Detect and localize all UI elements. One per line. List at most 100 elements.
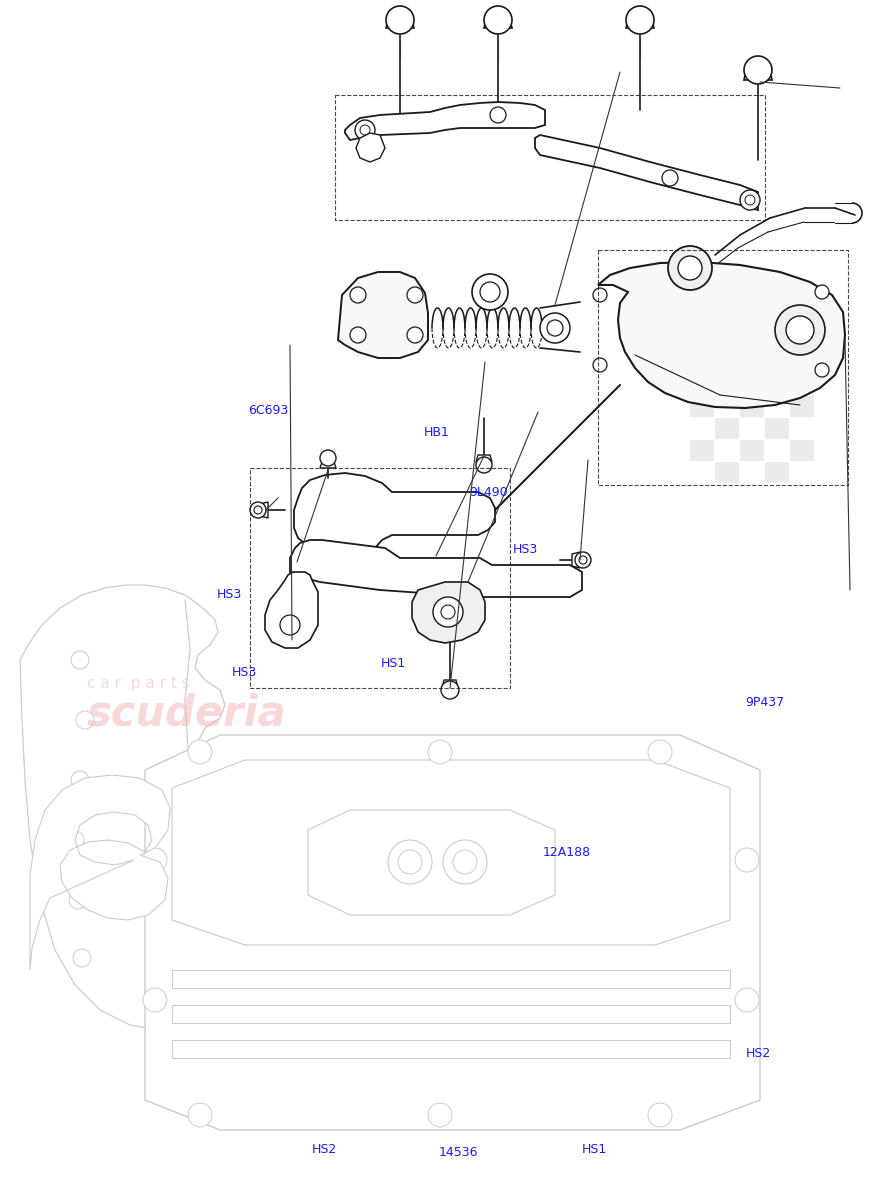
Polygon shape [386, 20, 414, 28]
Circle shape [480, 282, 500, 302]
Text: HS3: HS3 [232, 666, 257, 678]
Text: scuderia: scuderia [87, 692, 287, 734]
Circle shape [71, 650, 89, 670]
Circle shape [66, 830, 84, 850]
Polygon shape [572, 552, 580, 568]
Polygon shape [345, 102, 545, 140]
Bar [715, 462, 739, 482]
Text: HS1: HS1 [582, 1144, 607, 1156]
Circle shape [443, 840, 487, 884]
Circle shape [490, 107, 506, 122]
Circle shape [648, 740, 672, 764]
Circle shape [735, 988, 759, 1012]
Text: HS2: HS2 [312, 1144, 337, 1156]
Circle shape [441, 680, 459, 698]
Polygon shape [412, 582, 485, 643]
Polygon shape [30, 775, 170, 970]
Circle shape [71, 770, 89, 790]
Circle shape [280, 614, 300, 635]
Circle shape [815, 284, 829, 299]
Circle shape [388, 840, 432, 884]
Circle shape [386, 6, 414, 34]
Polygon shape [338, 272, 428, 358]
Circle shape [678, 256, 702, 280]
Circle shape [350, 326, 366, 343]
Circle shape [815, 362, 829, 377]
Circle shape [188, 1103, 212, 1127]
Circle shape [662, 170, 678, 186]
Polygon shape [290, 540, 582, 596]
Circle shape [428, 740, 452, 764]
Polygon shape [484, 20, 512, 28]
Text: HS1: HS1 [381, 658, 406, 670]
Polygon shape [260, 502, 268, 518]
Polygon shape [172, 1040, 730, 1058]
Polygon shape [308, 810, 555, 914]
Bar [790, 440, 814, 461]
Circle shape [76, 710, 94, 728]
Circle shape [407, 326, 423, 343]
Circle shape [735, 848, 759, 872]
Circle shape [579, 556, 587, 564]
Circle shape [745, 194, 755, 205]
Text: HS3: HS3 [513, 544, 538, 556]
Bar [690, 440, 714, 461]
Text: HB1: HB1 [424, 426, 450, 438]
Polygon shape [172, 760, 730, 946]
Circle shape [453, 850, 477, 874]
Circle shape [355, 120, 375, 140]
Polygon shape [442, 680, 458, 688]
Text: 14536: 14536 [438, 1146, 478, 1158]
Polygon shape [145, 734, 760, 1130]
Polygon shape [744, 70, 772, 80]
Polygon shape [626, 20, 654, 28]
Bar [765, 418, 789, 439]
Text: 12A188: 12A188 [543, 846, 591, 858]
Circle shape [428, 1103, 452, 1127]
Polygon shape [172, 1006, 730, 1022]
Circle shape [540, 313, 570, 343]
Circle shape [254, 506, 262, 514]
Polygon shape [320, 462, 336, 468]
Circle shape [593, 288, 607, 302]
Circle shape [398, 850, 422, 874]
Circle shape [593, 358, 607, 372]
Circle shape [360, 125, 370, 134]
Circle shape [476, 457, 492, 473]
Polygon shape [20, 584, 225, 1030]
Circle shape [740, 190, 760, 210]
Polygon shape [476, 455, 492, 462]
Bar [740, 396, 764, 416]
Circle shape [143, 848, 167, 872]
Polygon shape [172, 970, 730, 988]
Circle shape [744, 56, 772, 84]
Circle shape [250, 502, 266, 518]
Circle shape [441, 605, 455, 619]
Bar [790, 396, 814, 416]
Circle shape [648, 1103, 672, 1127]
Circle shape [320, 450, 336, 466]
Circle shape [547, 320, 563, 336]
Polygon shape [535, 134, 758, 210]
Circle shape [575, 552, 591, 568]
Circle shape [786, 316, 814, 344]
Circle shape [407, 287, 423, 302]
Bar [740, 440, 764, 461]
Circle shape [668, 246, 712, 290]
Circle shape [188, 740, 212, 764]
Circle shape [69, 890, 87, 910]
Polygon shape [356, 133, 385, 162]
Text: HS3: HS3 [216, 588, 242, 600]
Circle shape [350, 287, 366, 302]
Text: 6C693: 6C693 [248, 404, 288, 416]
Text: c a r  p a r t s: c a r p a r t s [87, 677, 189, 691]
Circle shape [143, 988, 167, 1012]
Circle shape [775, 305, 825, 355]
Circle shape [433, 596, 463, 626]
Circle shape [484, 6, 512, 34]
Bar [765, 462, 789, 482]
Polygon shape [598, 262, 845, 408]
Circle shape [472, 274, 508, 310]
Bar [690, 396, 714, 416]
Polygon shape [265, 572, 318, 648]
